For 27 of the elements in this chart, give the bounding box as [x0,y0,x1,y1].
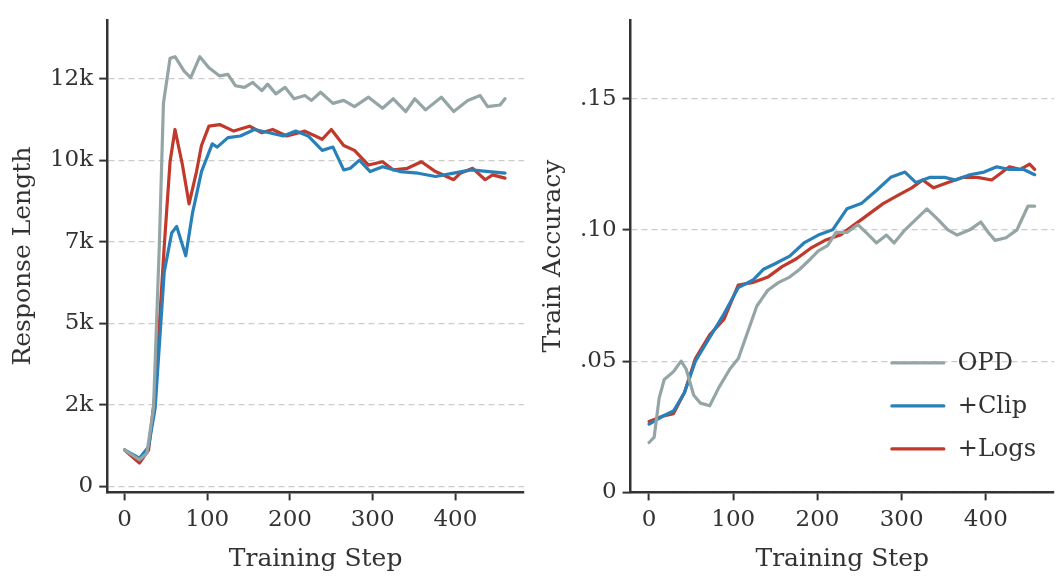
y-axis-title: Train Accuracy [536,158,566,353]
x-tick-label: 200 [268,505,312,532]
x-axis-title: Training Step [228,542,403,572]
legend-label: +Clip [957,391,1028,420]
legend-label: +Logs [957,434,1037,463]
y-tick-label: 5k [64,308,95,335]
y-axis-title: Response Length [6,146,36,366]
x-axis-title: Training Step [755,542,930,572]
y-tick-label: 0 [601,477,617,504]
legend-label: OPD [957,348,1013,377]
x-tick-label: 300 [350,505,395,532]
x-tick-label: 0 [641,505,657,532]
x-tick-label: 300 [879,505,924,532]
y-tick-label: .05 [580,346,617,373]
x-tick-label: 100 [711,505,756,532]
y-tick-label: 10k [49,145,95,172]
y-tick-label: .15 [580,83,617,110]
x-tick-label: 400 [963,505,1008,532]
x-tick-label: 200 [795,505,840,532]
y-tick-label: 12k [49,63,95,90]
x-tick-label: 100 [185,505,230,532]
y-tick-label: 7k [64,226,95,253]
y-tick-label: .10 [580,214,617,241]
x-tick-label: 0 [117,505,132,532]
y-tick-label: 0 [78,471,94,498]
y-tick-label: 2k [64,389,95,416]
x-tick-label: 400 [433,505,478,532]
